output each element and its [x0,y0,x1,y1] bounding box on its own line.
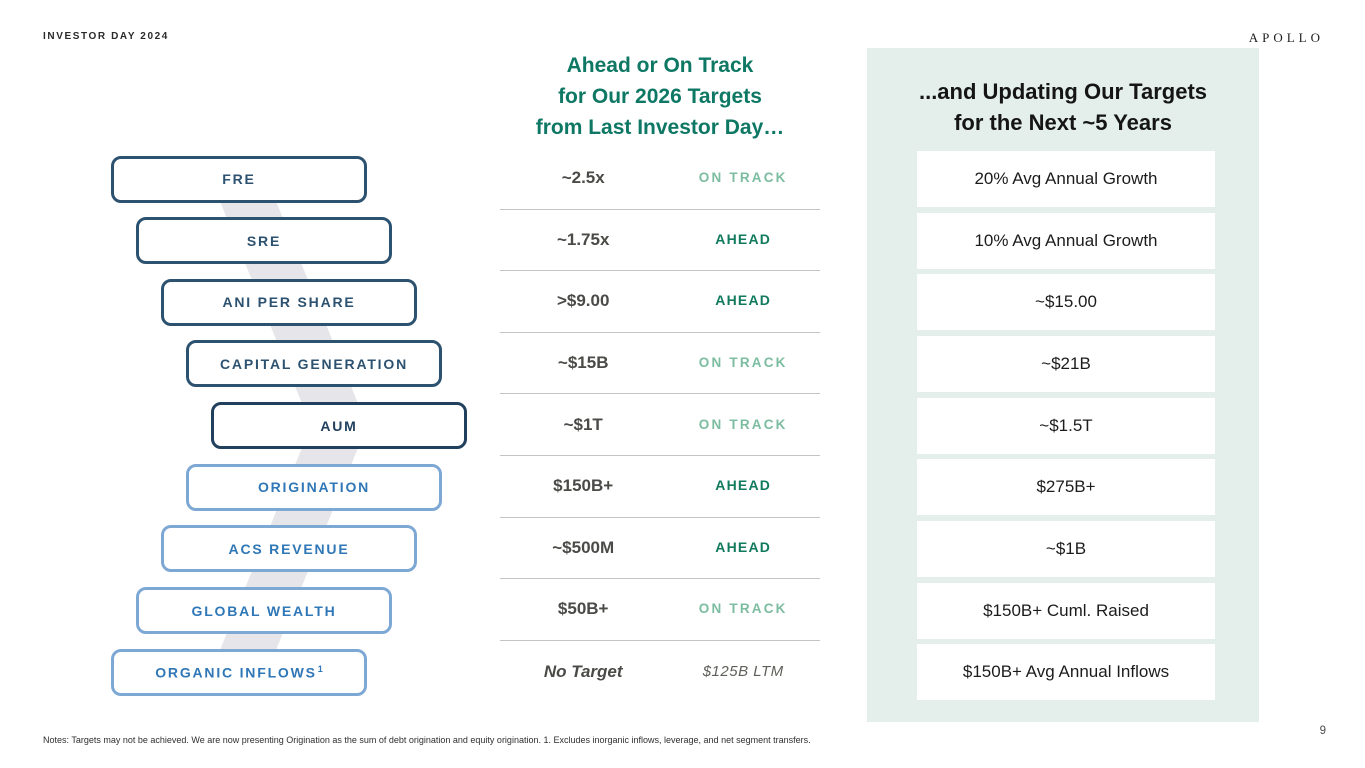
progress-value: >$9.00 [556,291,610,311]
target-value: 10% Avg Annual Growth [974,230,1158,250]
target-value: ~$1.5T [1039,415,1093,435]
status-badge: AHEAD [715,292,772,309]
progress-row-aum: ~$1T ON TRACK [500,394,820,456]
status-cell: AHEAD [666,539,820,557]
eyebrow-title: INVESTOR DAY 2024 [43,31,169,42]
metric-label: ORGANIC INFLOWS1 [155,663,323,681]
status-cell: ON TRACK [666,169,820,187]
progress-row-fre: ~2.5x ON TRACK [500,148,820,210]
target-card-aum: ~$1.5T [917,397,1215,454]
metric-box-aum: AUM [211,402,467,450]
target-card-ani-per-share: ~$15.00 [917,274,1215,331]
progress-row-ani-per-share: >$9.00 AHEAD [500,271,820,333]
target-card-origination: $275B+ [917,459,1215,516]
target-card-capital-generation: ~$21B [917,335,1215,392]
status-badge: ON TRACK [698,170,788,186]
apollo-logo: APOLLO [1248,30,1324,45]
target-value: ~$15.00 [1035,292,1097,312]
status-cell: ON TRACK [666,600,820,618]
target-value: $275B+ [1036,477,1096,497]
footnote-marker: 1 [317,663,323,674]
metric-label: ACS REVENUE [228,540,350,557]
status-cell: ON TRACK [666,354,820,372]
metric-label: ANI PER SHARE [222,294,356,311]
progress-value: ~$1T [563,414,603,434]
metric-box-ani-per-share: ANI PER SHARE [161,278,417,326]
footnote: Notes: Targets may not be achieved. We a… [43,735,811,745]
progress-row-organic-inflows: No Target $125B LTM [500,641,820,703]
progress-value: $150B+ [553,476,614,496]
progress-value: ~2.5x [561,168,605,188]
status-cell: AHEAD [666,477,820,495]
metric-box-organic-inflows: ORGANIC INFLOWS1 [111,648,367,696]
progress-value: No Target [543,661,623,681]
status-badge: ON TRACK [698,416,788,432]
metric-label: SRE [246,232,282,249]
metric-box-origination: ORIGINATION [186,463,442,511]
status-badge: AHEAD [715,538,772,555]
metric-box-capital-generation: CAPITAL GENERATION [186,340,442,388]
target-card-fre: 20% Avg Annual Growth [917,151,1215,207]
target-card-acs-revenue: ~$1B [917,520,1215,577]
status-cell: $125B LTM [666,663,820,681]
progress-column-header: Ahead or On Track for Our 2026 Targets f… [535,54,785,139]
progress-table: ~2.5x ON TRACK ~1.75x AHEAD >$9.00 AHEAD ~$15B… [500,148,820,702]
metric-label: GLOBAL WEALTH [191,602,337,619]
metric-box-sre: SRE [136,217,392,265]
status-badge: ON TRACK [698,601,788,617]
metric-label: FRE [222,171,256,187]
progress-row-acs-revenue: ~$500M AHEAD [500,518,820,580]
status-badge: AHEAD [715,477,772,494]
status-cell: ON TRACK [666,416,820,434]
metric-label: ORIGINATION [257,479,371,496]
metric-label: AUM [320,417,358,434]
status-badge: ON TRACK [698,355,788,371]
progress-value: $50B+ [557,599,609,619]
page-number: 9 [1319,725,1326,737]
status-badge: $125B LTM [702,662,784,680]
progress-value: ~$15B [557,353,609,373]
target-value: $150B+ Cuml. Raised [983,600,1149,620]
status-cell: AHEAD [666,231,820,249]
status-cell: AHEAD [666,292,820,310]
target-card-global-wealth: $150B+ Cuml. Raised [917,582,1215,639]
progress-value: ~1.75x [556,229,610,249]
updated-targets-header: ...and Updating Our Targets for the Next… [918,79,1208,135]
metric-box-acs-revenue: ACS REVENUE [161,525,417,573]
target-value: ~$21B [1041,353,1091,373]
progress-row-capital-generation: ~$15B ON TRACK [500,333,820,395]
metric-label: CAPITAL GENERATION [220,355,408,372]
progress-row-global-wealth: $50B+ ON TRACK [500,579,820,641]
target-value: 20% Avg Annual Growth [974,169,1158,188]
target-value: ~$1B [1045,538,1087,558]
progress-row-sre: ~1.75x AHEAD [500,210,820,272]
target-card-organic-inflows: $150B+ Avg Annual Inflows [917,644,1215,701]
status-badge: AHEAD [715,230,772,247]
progress-row-origination: $150B+ AHEAD [500,456,820,518]
metric-box-fre: FRE [111,155,367,203]
progress-value: ~$500M [552,537,615,557]
target-value: $150B+ Avg Annual Inflows [962,662,1170,682]
target-card-sre: 10% Avg Annual Growth [917,212,1215,269]
metric-box-global-wealth: GLOBAL WEALTH [136,587,392,635]
